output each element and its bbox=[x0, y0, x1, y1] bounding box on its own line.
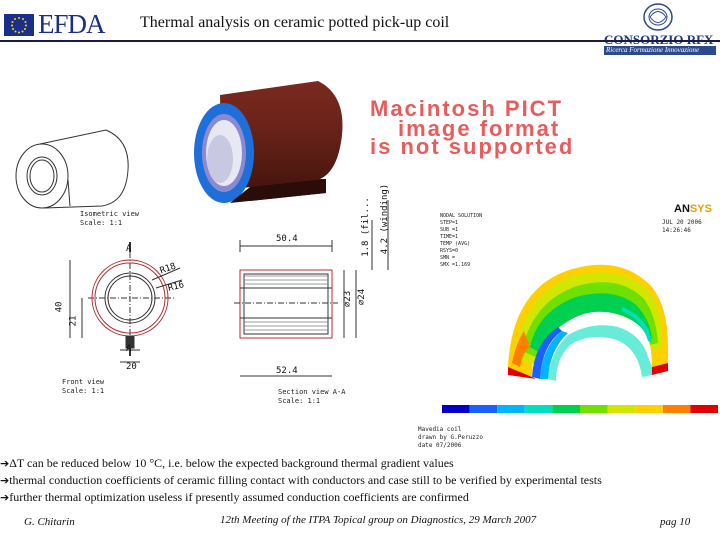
bullet-item: ➔thermal conduction coefficients of cera… bbox=[0, 472, 720, 489]
isometric-view-title: Isometric view bbox=[80, 210, 140, 218]
dim-height-21: 21 bbox=[68, 315, 79, 327]
placeholder-line-2: image format bbox=[398, 116, 561, 141]
ansys-logo-left: AN bbox=[674, 203, 690, 215]
bullet-text: thermal conduction coefficients of ceram… bbox=[9, 473, 602, 487]
ansys-solution-info: NODAL SOLUTION STEP=1 SUB =1 TIME=1 TEMP… bbox=[440, 213, 482, 269]
dim-length-50-4: 50.4 bbox=[276, 234, 298, 244]
section-view-label: Section view A-A Scale: 1:1 bbox=[278, 388, 345, 406]
ansys-info-line: TEMP (AVG) bbox=[440, 241, 471, 247]
temperature-contour-plot bbox=[508, 264, 668, 381]
section-view-title: Section view A-A bbox=[278, 388, 346, 396]
dim-winding-thickness: 4.2 (winding) bbox=[380, 183, 391, 255]
slide-title: Thermal analysis on ceramic potted pick-… bbox=[140, 14, 450, 31]
isometric-view-label: Isometric view Scale: 1:1 bbox=[80, 210, 139, 228]
dim-height-40: 40 bbox=[54, 301, 65, 313]
ansys-time: 14:26:46 bbox=[662, 227, 691, 234]
bullet-list: ➔ΔT can be reduced below 10 °C, i.e. bel… bbox=[0, 455, 720, 506]
bullet-text: ΔT can be reduced below 10 °C, i.e. belo… bbox=[9, 456, 454, 470]
ansys-thermal-result: ANSYS JUL 20 2006 14:26:46 NODAL SOLUTIO… bbox=[432, 203, 718, 418]
placeholder-line-3: is not supported bbox=[370, 134, 575, 159]
footer-author: G. Chitarin bbox=[24, 516, 75, 528]
isometric-line-drawing bbox=[15, 129, 129, 209]
section-marker-top: A bbox=[126, 244, 132, 254]
dim-length-52-4: 52.4 bbox=[276, 366, 298, 376]
footer-meeting: 12th Meeting of the ITPA Topical group o… bbox=[220, 514, 537, 526]
bullet-item: ➔ΔT can be reduced below 10 °C, i.e. bel… bbox=[0, 455, 720, 472]
ansys-logo: ANSYS bbox=[674, 203, 712, 215]
rfx-emblem-icon bbox=[643, 3, 673, 31]
efda-logo: EFDA bbox=[4, 10, 122, 38]
ansys-info-line: NODAL SOLUTION bbox=[440, 213, 483, 219]
header-divider bbox=[0, 40, 720, 42]
rfx-logo-subtitle: Ricerca Formazione Innovazione bbox=[604, 46, 716, 55]
front-view-label: Front view Scale: 1:1 bbox=[62, 378, 104, 396]
ansys-caption: Mavedia coil drawn by G.Peruzzo date 07/… bbox=[418, 426, 483, 450]
unsupported-image-placeholder: Macintosh PICT image format is not suppo… bbox=[340, 92, 720, 160]
ansys-caption-line: date 07/2006 bbox=[418, 442, 462, 449]
dim-width-20: 20 bbox=[126, 362, 137, 372]
arrow-bullet-icon: ➔ bbox=[0, 457, 10, 470]
dim-diameter-24: ∅24 bbox=[357, 288, 368, 306]
coil-3d-render bbox=[194, 81, 343, 203]
arrow-bullet-icon: ➔ bbox=[0, 474, 10, 487]
section-view-drawing bbox=[234, 200, 389, 377]
bullet-text: further thermal optimization useless if … bbox=[9, 490, 469, 504]
dim-diameter-23: ∅23 bbox=[343, 290, 354, 308]
placeholder-line-1: Macintosh PICT bbox=[370, 96, 564, 121]
ansys-info-line: SUB =1 bbox=[440, 227, 459, 233]
bullet-item: ➔further thermal optimization useless if… bbox=[0, 489, 720, 506]
ansys-date: JUL 20 2006 bbox=[662, 219, 702, 226]
front-view-scale: Scale: 1:1 bbox=[62, 387, 105, 395]
ansys-caption-line: Mavedia coil bbox=[418, 426, 462, 433]
eu-flag-icon bbox=[4, 14, 34, 36]
ansys-info-line: STEP=1 bbox=[440, 220, 459, 226]
ansys-caption-line: drawn by G.Peruzzo bbox=[418, 434, 484, 441]
temperature-color-legend bbox=[442, 405, 718, 413]
efda-logo-text: EFDA bbox=[38, 9, 106, 39]
ansys-info-line: SMX =1.169 bbox=[440, 262, 471, 268]
section-view-scale: Scale: 1:1 bbox=[278, 397, 321, 405]
footer-page-number: pag 10 bbox=[660, 516, 691, 528]
ansys-timestamp: JUL 20 2006 14:26:46 bbox=[662, 219, 702, 235]
ansys-info-line: RSYS=0 bbox=[440, 248, 459, 254]
front-view-title: Front view bbox=[62, 378, 105, 386]
isometric-view-scale: Scale: 1:1 bbox=[80, 219, 123, 227]
dim-fill-thickness: 1.8 (fil... bbox=[360, 197, 371, 257]
section-marker-bottom: A bbox=[126, 344, 132, 354]
ansys-info-line: TIME=1 bbox=[440, 234, 459, 240]
ansys-info-line: SMN = bbox=[440, 255, 456, 261]
rfx-logo-text: CONSORZIO RFX bbox=[604, 32, 713, 48]
arrow-bullet-icon: ➔ bbox=[0, 491, 10, 504]
front-view-drawing bbox=[69, 242, 183, 363]
consorzio-rfx-logo: CONSORZIO RFX Ricerca Formazione Innovaz… bbox=[600, 2, 718, 56]
ansys-logo-right: SYS bbox=[689, 203, 712, 215]
